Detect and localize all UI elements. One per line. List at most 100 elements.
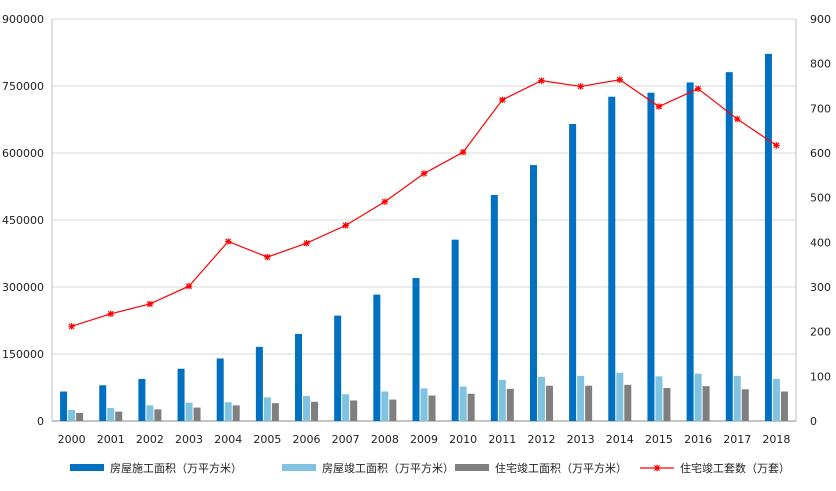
legend-marker-住宅竣工套数（万套） — [653, 464, 661, 472]
bar-房屋竣工面积（万平方米）-2013 — [577, 375, 585, 421]
left-tick-label: 300000 — [2, 281, 44, 294]
bar-房屋竣工面积（万平方米）-2006 — [303, 395, 311, 421]
bar-住宅竣工面积（万平方米）-2012 — [545, 385, 553, 421]
point-住宅竣工套数（万套）-2000 — [68, 323, 75, 330]
legend-swatch-房屋竣工面积（万平方米） — [282, 464, 316, 471]
line-series — [68, 76, 780, 330]
bar-房屋施工面积（万平方米）-2001 — [99, 385, 107, 421]
point-住宅竣工套数（万套）-2014 — [616, 76, 623, 83]
left-tick-label: 450000 — [2, 214, 44, 227]
point-住宅竣工套数（万套）-2009 — [420, 170, 428, 177]
x-tick-label: 2017 — [723, 433, 751, 446]
bar-住宅竣工面积（万平方米）-2006 — [311, 401, 319, 421]
x-tick-label: 2009 — [410, 433, 438, 446]
right-axis-ticks: 0 100 200 300 400 500 600 700 800 900 — [810, 13, 831, 428]
x-tick-label: 2004 — [214, 433, 242, 446]
bar-房屋施工面积（万平方米）-2004 — [216, 358, 224, 421]
point-住宅竣工套数（万套）-2008 — [381, 198, 389, 205]
bar-住宅竣工面积（万平方米）-2003 — [193, 407, 201, 421]
bar-房屋竣工面积（万平方米）-2010 — [459, 386, 467, 421]
right-tick-label: 200 — [810, 326, 831, 339]
bar-房屋施工面积（万平方米）-2009 — [412, 278, 420, 421]
point-住宅竣工套数（万套）-2010 — [459, 148, 467, 156]
x-tick-label: 2008 — [371, 433, 399, 446]
bar-房屋竣工面积（万平方米）-2001 — [107, 408, 115, 421]
right-tick-label: 700 — [810, 102, 831, 115]
bar-房屋施工面积（万平方米）-2011 — [490, 194, 498, 421]
bar-房屋竣工面积（万平方米）-2007 — [342, 394, 350, 421]
point-住宅竣工套数（万套）-2017 — [734, 115, 741, 123]
bar-房屋竣工面积（万平方米）-2002 — [146, 405, 154, 421]
point-住宅竣工套数（万套）-2005 — [264, 253, 271, 261]
bar-住宅竣工面积（万平方米）-2005 — [271, 403, 279, 421]
bar-住宅竣工面积（万平方米）-2013 — [585, 385, 593, 421]
x-tick-label: 2007 — [332, 433, 360, 446]
bar-住宅竣工面积（万平方米）-2000 — [76, 412, 84, 421]
bar-房屋竣工面积（万平方米）-2018 — [772, 379, 780, 421]
bar-房屋施工面积（万平方米）-2013 — [569, 123, 577, 421]
bar-房屋竣工面积（万平方米）-2005 — [263, 397, 271, 421]
bar-房屋施工面积（万平方米）-2008 — [373, 294, 381, 421]
bar-住宅竣工面积（万平方米）-2007 — [350, 400, 358, 421]
bar-住宅竣工面积（万平方米）-2010 — [467, 393, 475, 421]
point-住宅竣工套数（万套）-2006 — [303, 240, 310, 247]
x-tick-label: 2012 — [527, 433, 555, 446]
bar-房屋竣工面积（万平方米）-2003 — [185, 402, 193, 421]
point-住宅竣工套数（万套）-2018 — [773, 142, 780, 149]
bar-房屋竣工面积（万平方米）-2016 — [694, 373, 702, 421]
bar-住宅竣工面积（万平方米）-2011 — [506, 388, 514, 421]
bar-房屋施工面积（万平方米）-2016 — [686, 82, 694, 421]
right-tick-label: 100 — [810, 370, 831, 383]
legend-swatch-房屋施工面积（万平方米） — [70, 464, 104, 471]
bar-房屋竣工面积（万平方米）-2011 — [498, 379, 506, 421]
bar-房屋竣工面积（万平方米）-2004 — [224, 402, 232, 421]
bar-房屋竣工面积（万平方米）-2000 — [68, 409, 76, 421]
point-住宅竣工套数（万套）-2004 — [225, 238, 232, 245]
left-axis-ticks: 0 150000 300000 450000 600000 750000 900000 — [2, 13, 44, 428]
x-tick-label: 2005 — [253, 433, 281, 446]
bar-房屋施工面积（万平方米）-2005 — [255, 346, 263, 421]
bar-房屋施工面积（万平方米）-2007 — [334, 315, 342, 421]
legend: 房屋施工面积（万平方米） 房屋竣工面积（万平方米） 住宅竣工面积（万平方米） 住宅竣工… — [70, 461, 790, 475]
bar-房屋竣工面积（万平方米）-2015 — [655, 376, 663, 421]
point-住宅竣工套数（万套）-2003 — [185, 282, 193, 290]
x-tick-label: 2016 — [684, 433, 712, 446]
right-tick-label: 900 — [810, 13, 831, 26]
x-tick-label: 2015 — [645, 433, 673, 446]
right-tick-label: 0 — [810, 415, 817, 428]
right-tick-label: 300 — [810, 281, 831, 294]
right-tick-label: 400 — [810, 236, 831, 249]
bar-住宅竣工面积（万平方米）-2002 — [154, 409, 162, 421]
bar-住宅竣工面积（万平方米）-2017 — [741, 389, 749, 421]
bar-房屋施工面积（万平方米）-2012 — [529, 165, 537, 421]
left-tick-label: 0 — [37, 415, 44, 428]
bar-住宅竣工面积（万平方米）-2015 — [663, 387, 671, 421]
bar-住宅竣工面积（万平方米）-2014 — [624, 384, 632, 421]
bar-房屋施工面积（万平方米）-2018 — [764, 53, 772, 422]
right-tick-label: 800 — [810, 58, 831, 71]
bar-住宅竣工面积（万平方米）-2018 — [780, 391, 788, 421]
bar-房屋施工面积（万平方米）-2000 — [60, 391, 68, 421]
legend-swatch-住宅竣工面积（万平方米） — [455, 464, 489, 471]
legend-label: 住宅竣工面积（万平方米） — [495, 461, 627, 475]
x-tick-label: 2018 — [762, 433, 790, 446]
right-tick-label: 600 — [810, 147, 831, 160]
bar-房屋竣工面积（万平方米）-2009 — [420, 388, 428, 421]
bar-房屋施工面积（万平方米）-2010 — [451, 239, 459, 421]
point-住宅竣工套数（万套）-2011 — [499, 96, 506, 104]
bar-住宅竣工面积（万平方米）-2008 — [389, 399, 397, 421]
left-tick-label: 750000 — [2, 80, 44, 93]
bar-住宅竣工面积（万平方米）-2004 — [232, 405, 240, 421]
x-tick-label: 2013 — [567, 433, 595, 446]
bar-住宅竣工面积（万平方米）-2009 — [428, 395, 436, 421]
x-tick-label: 2006 — [293, 433, 321, 446]
bar-房屋竣工面积（万平方米）-2012 — [537, 376, 545, 421]
bar-房屋施工面积（万平方米）-2002 — [138, 379, 146, 421]
left-tick-label: 600000 — [2, 147, 44, 160]
bar-房屋竣工面积（万平方米）-2014 — [616, 372, 624, 421]
x-axis-ticks: 2000 2001 2002 2003 2004 2005 2006 2007 2008 2009… — [58, 433, 791, 446]
x-tick-label: 2001 — [97, 433, 125, 446]
point-住宅竣工套数（万套）-2016 — [694, 85, 702, 92]
legend-label: 住宅竣工套数（万套） — [680, 461, 790, 475]
bar-房屋施工面积（万平方米）-2015 — [647, 92, 655, 421]
